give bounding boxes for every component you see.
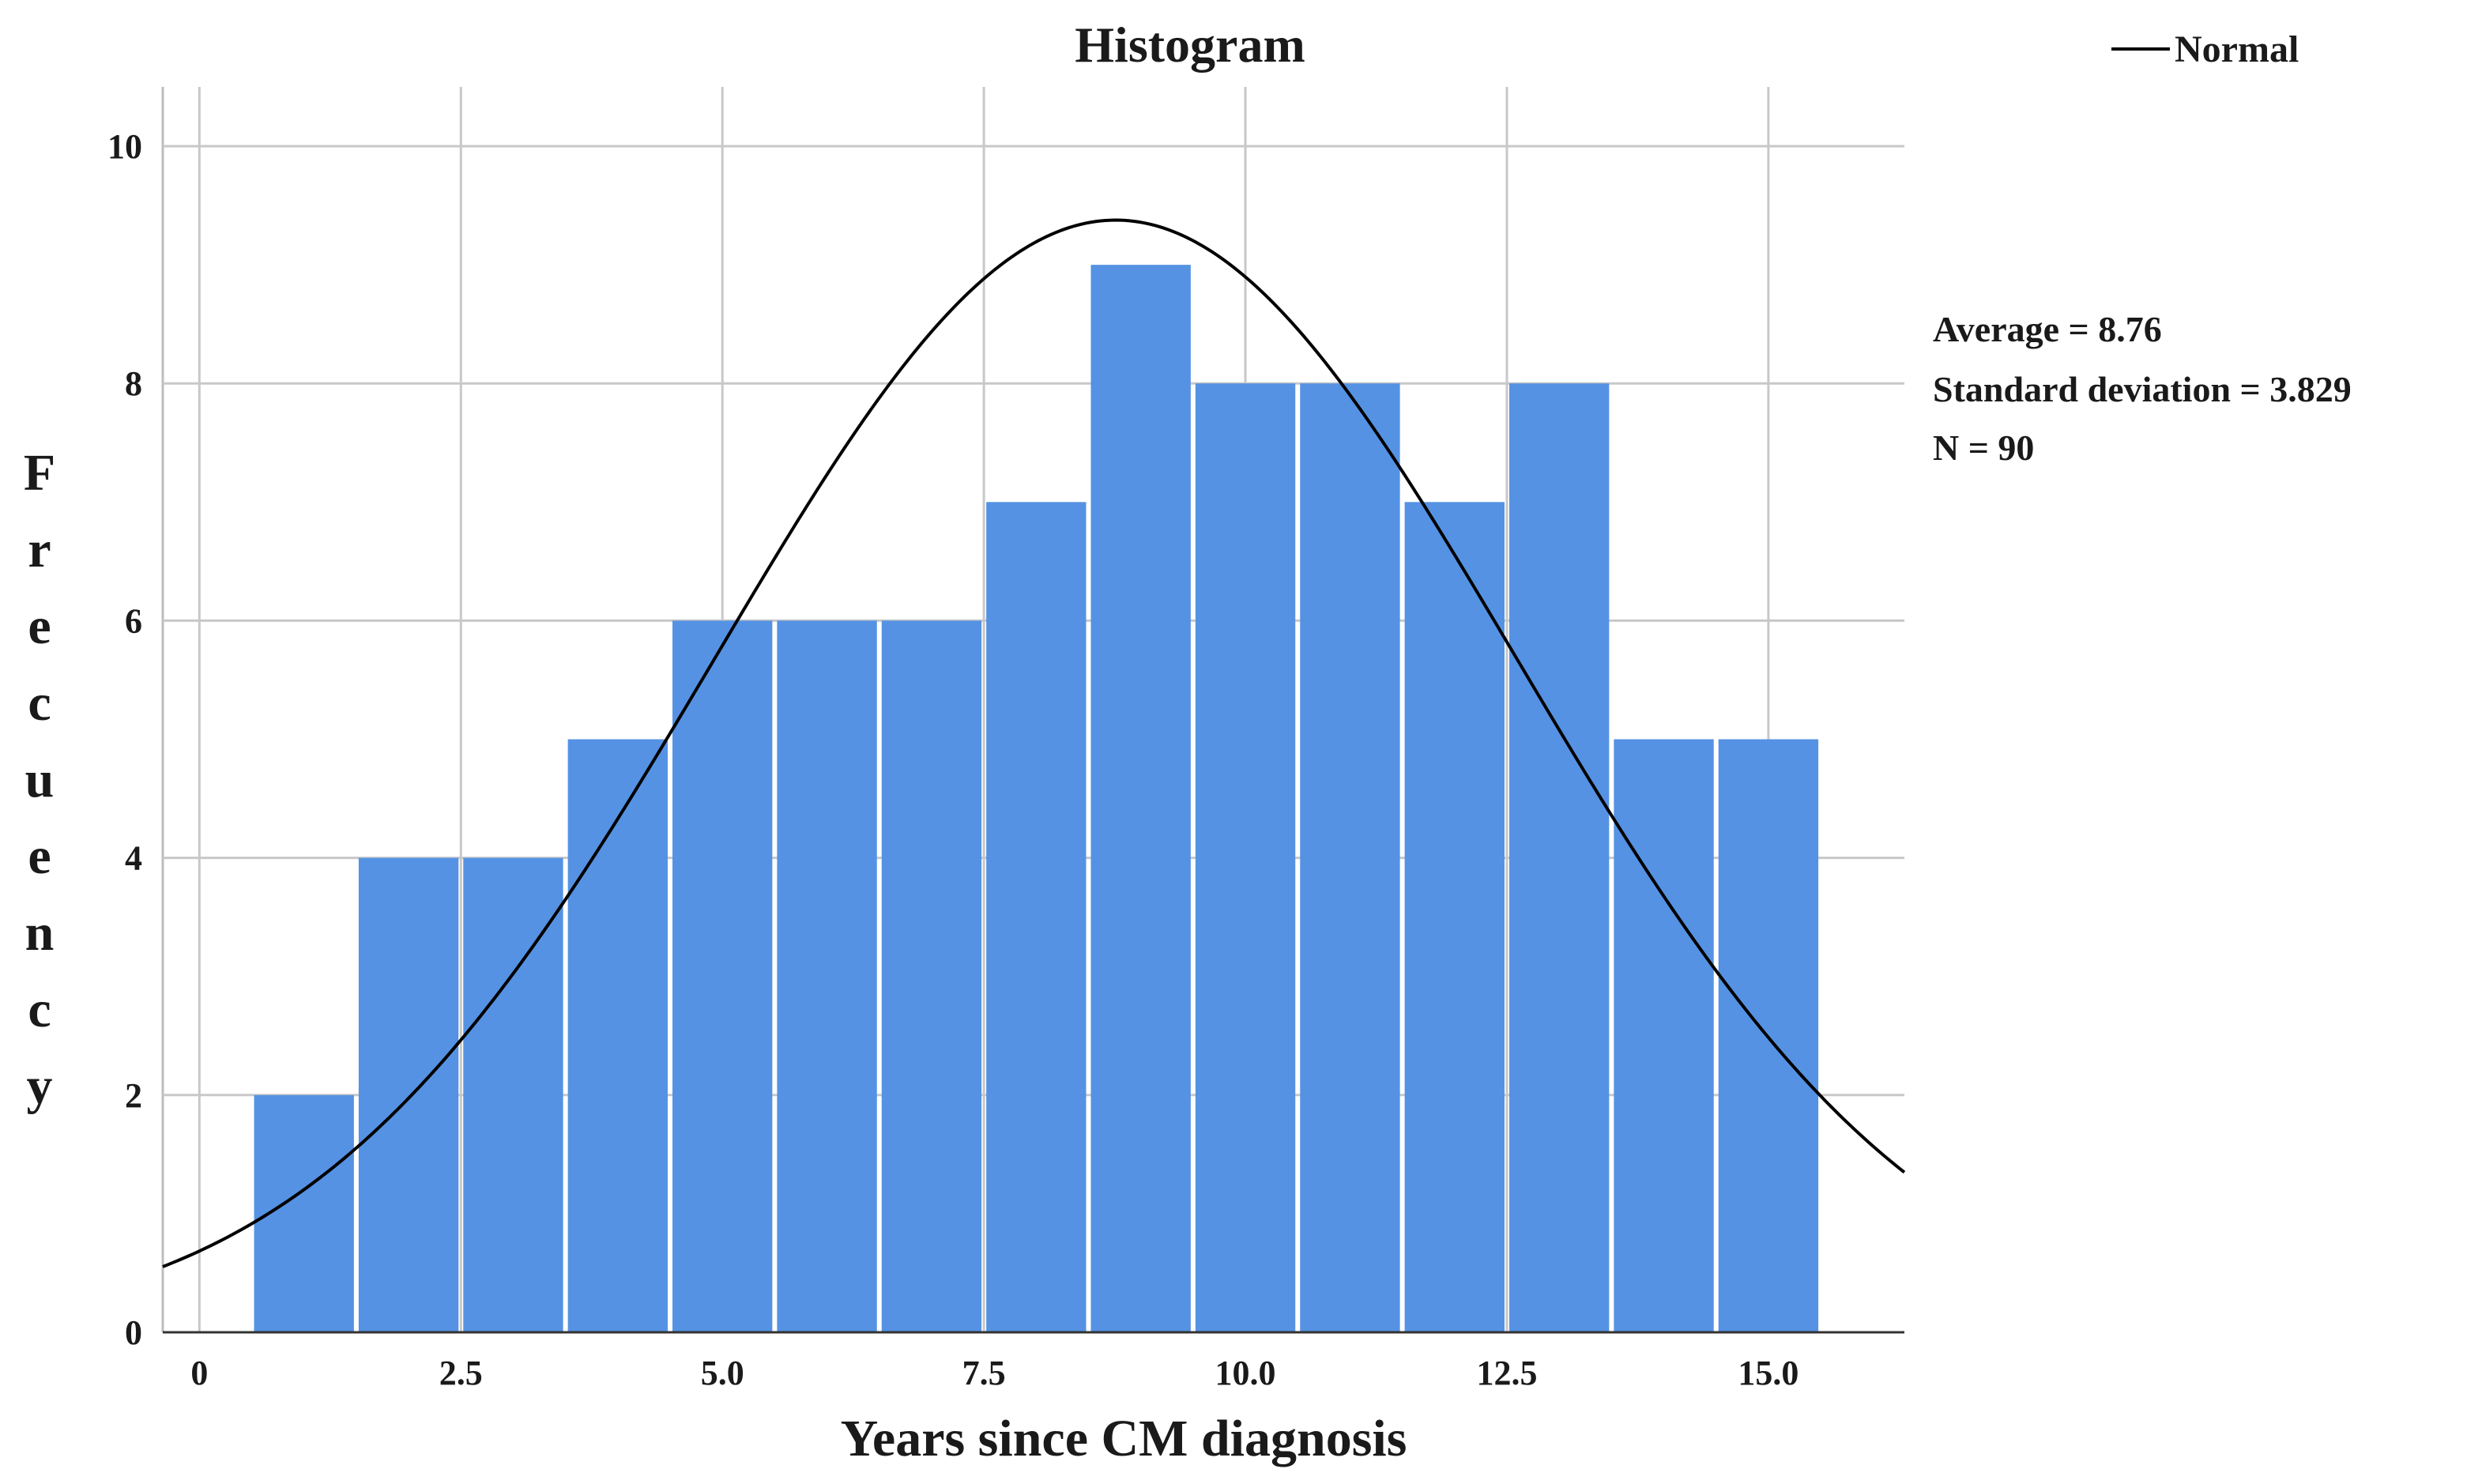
x-tick-label: 0 bbox=[190, 1354, 208, 1392]
y-tick-label: 8 bbox=[125, 364, 142, 403]
stats-n: N = 90 bbox=[1933, 427, 2034, 468]
y-tick-label: 6 bbox=[125, 601, 142, 640]
histogram-bar bbox=[358, 857, 459, 1332]
histogram-bar bbox=[567, 739, 669, 1332]
x-tick-label: 2.5 bbox=[439, 1354, 483, 1392]
x-tick-label: 7.5 bbox=[962, 1354, 1006, 1392]
y-tick-label: 2 bbox=[125, 1076, 142, 1115]
y-tick-label: 10 bbox=[107, 127, 142, 166]
axis-layer: 0 2 4 6 8 10 0 2.5 5.0 7.5 10.0 12.5 15.0 bbox=[107, 127, 1904, 1392]
curve-layer bbox=[162, 218, 1906, 1268]
histogram-bar bbox=[986, 502, 1087, 1333]
stats-standard-deviation: Standard deviation = 3.829 bbox=[1933, 369, 2352, 409]
x-tick-label: 5.0 bbox=[701, 1354, 744, 1392]
normal-curve-line bbox=[162, 218, 1906, 1268]
stats-box: Average = 8.76 Standard deviation = 3.82… bbox=[1933, 309, 2352, 468]
x-tick-label: 15.0 bbox=[1738, 1354, 1798, 1392]
y-tick-label: 0 bbox=[125, 1313, 142, 1352]
y-tick-label: 4 bbox=[125, 839, 142, 878]
histogram-bar bbox=[1090, 265, 1191, 1333]
histogram-bar bbox=[777, 620, 877, 1332]
histogram-bar bbox=[1404, 502, 1505, 1333]
x-tick-label: 12.5 bbox=[1476, 1354, 1537, 1392]
histogram-bar bbox=[463, 857, 563, 1332]
chart-title: Histogram bbox=[1075, 17, 1305, 73]
legend-normal-label: Normal bbox=[2175, 28, 2299, 70]
legend: Normal bbox=[2111, 28, 2299, 70]
histogram-bar bbox=[1195, 383, 1296, 1333]
histogram-bar bbox=[881, 620, 982, 1332]
histogram-bar bbox=[1508, 383, 1610, 1333]
histogram-bar bbox=[1300, 383, 1400, 1333]
histogram-bar bbox=[1614, 739, 1714, 1332]
x-tick-label: 10.0 bbox=[1215, 1354, 1276, 1392]
stats-average: Average = 8.76 bbox=[1933, 309, 2162, 349]
histogram-bar bbox=[672, 620, 773, 1332]
bars-layer bbox=[254, 265, 1819, 1333]
x-axis-label: Years since CM diagnosis bbox=[841, 1410, 1407, 1467]
